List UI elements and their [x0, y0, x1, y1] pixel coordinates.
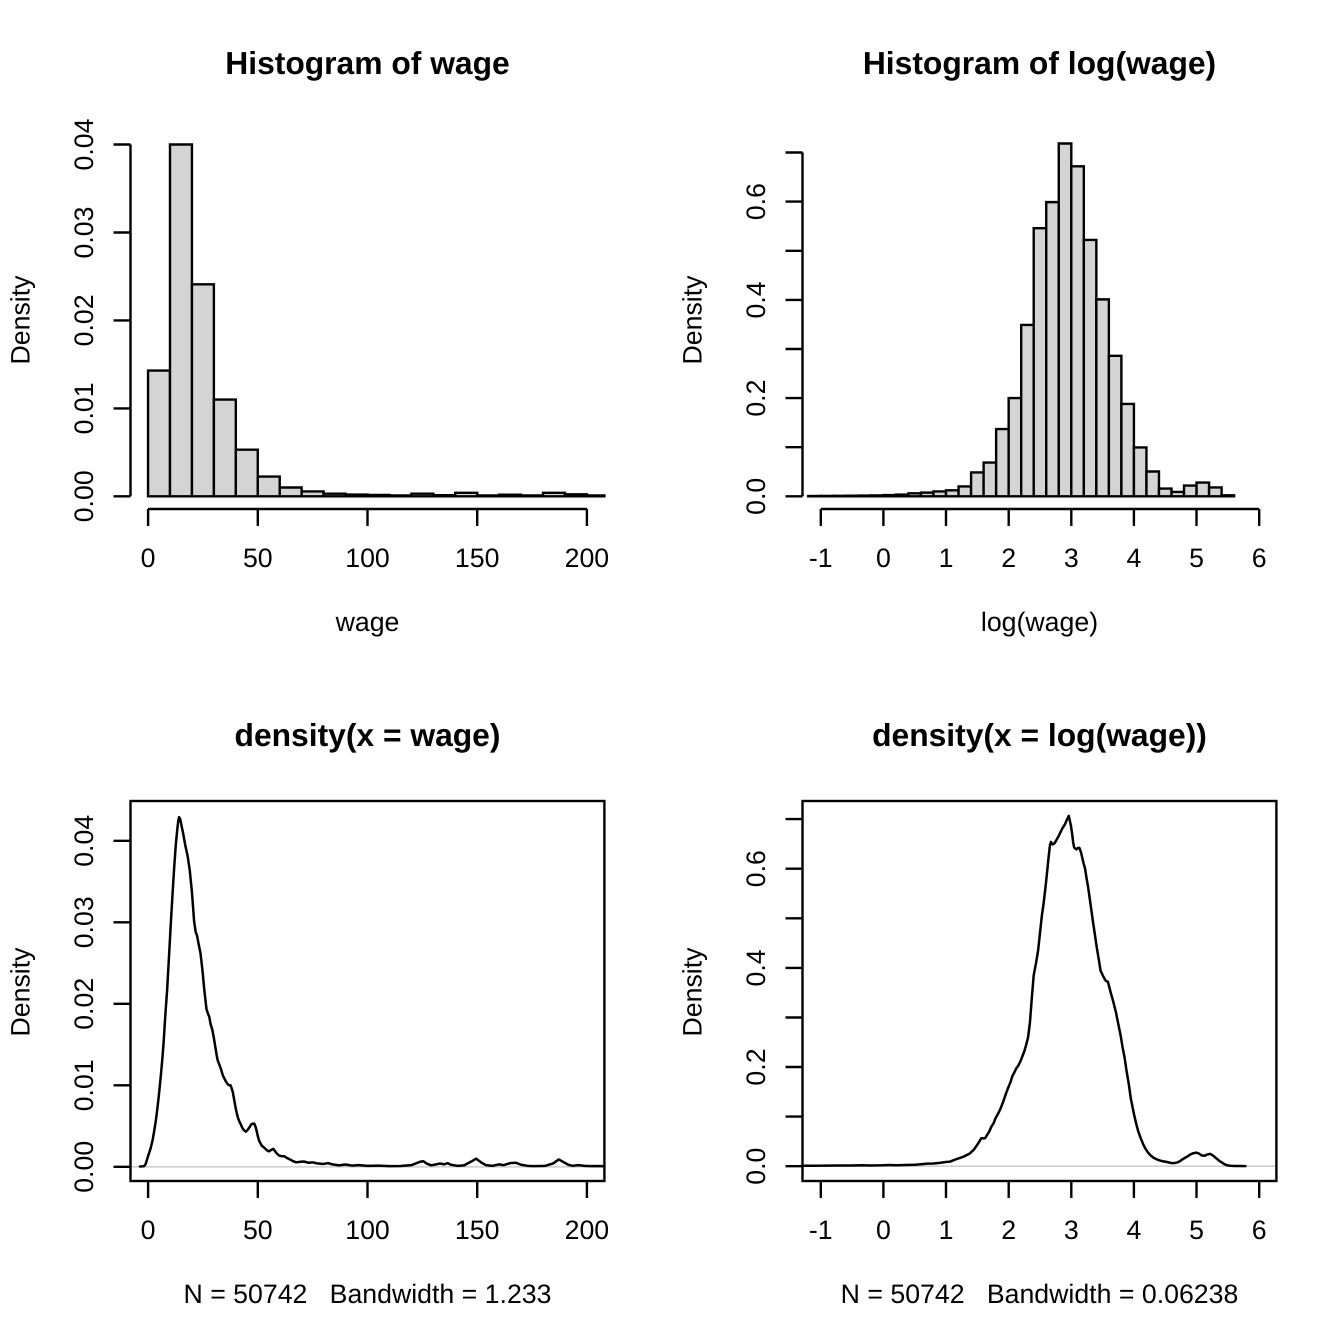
svg-text:2: 2 [1001, 1215, 1016, 1245]
svg-text:6: 6 [1252, 1215, 1267, 1245]
svg-text:50: 50 [243, 543, 273, 573]
svg-text:200: 200 [565, 1215, 610, 1245]
svg-text:3: 3 [1064, 543, 1079, 573]
svg-text:Density: Density [678, 947, 708, 1037]
svg-text:0.00: 0.00 [69, 1141, 99, 1193]
svg-text:0.6: 0.6 [741, 850, 771, 887]
svg-text:100: 100 [345, 1215, 390, 1245]
svg-text:N = 50742 Bandwidth = 1.233: N = 50742 Bandwidth = 1.233 [184, 1279, 552, 1309]
svg-text:log(wage): log(wage) [981, 607, 1098, 637]
svg-text:6: 6 [1252, 543, 1267, 573]
svg-text:150: 150 [455, 543, 500, 573]
svg-text:150: 150 [455, 1215, 500, 1245]
svg-text:0.03: 0.03 [69, 207, 99, 259]
svg-text:0.0: 0.0 [741, 478, 771, 515]
svg-text:0.01: 0.01 [69, 382, 99, 434]
svg-text:N = 50742 Bandwidth = 0.0623: N = 50742 Bandwidth = 0.06238 [841, 1279, 1239, 1309]
svg-text:wage: wage [335, 607, 400, 637]
svg-text:50: 50 [243, 1215, 273, 1245]
svg-text:0.04: 0.04 [69, 118, 99, 170]
svg-text:0.02: 0.02 [69, 294, 99, 346]
svg-text:density(x = log(wage)): density(x = log(wage)) [872, 717, 1207, 753]
svg-text:-1: -1 [809, 1215, 833, 1245]
svg-text:4: 4 [1126, 1215, 1141, 1245]
svg-text:200: 200 [565, 543, 610, 573]
svg-text:100: 100 [345, 543, 390, 573]
svg-text:0.02: 0.02 [69, 978, 99, 1030]
svg-text:5: 5 [1189, 543, 1204, 573]
svg-text:0.04: 0.04 [69, 815, 99, 867]
svg-text:0: 0 [141, 1215, 156, 1245]
svg-text:2: 2 [1001, 543, 1016, 573]
svg-text:1: 1 [939, 543, 954, 573]
svg-text:Histogram of wage: Histogram of wage [225, 45, 509, 81]
svg-text:4: 4 [1126, 543, 1141, 573]
svg-text:3: 3 [1064, 1215, 1079, 1245]
svg-text:5: 5 [1189, 1215, 1204, 1245]
svg-text:1: 1 [939, 1215, 954, 1245]
svg-text:0.03: 0.03 [69, 896, 99, 948]
svg-text:0.0: 0.0 [741, 1148, 771, 1185]
svg-text:density(x = wage): density(x = wage) [235, 717, 501, 753]
svg-text:Density: Density [6, 275, 36, 365]
svg-text:0.2: 0.2 [741, 380, 771, 417]
svg-text:0: 0 [876, 543, 891, 573]
svg-text:Histogram of log(wage): Histogram of log(wage) [863, 45, 1216, 81]
svg-text:0.2: 0.2 [741, 1048, 771, 1085]
svg-text:0: 0 [876, 1215, 891, 1245]
svg-text:Density: Density [678, 275, 708, 365]
svg-text:0.01: 0.01 [69, 1059, 99, 1111]
svg-text:-1: -1 [809, 543, 833, 573]
svg-text:0.00: 0.00 [69, 470, 99, 522]
svg-text:0.4: 0.4 [741, 281, 771, 318]
svg-text:0: 0 [141, 543, 156, 573]
svg-text:0.4: 0.4 [741, 949, 771, 986]
svg-text:Density: Density [6, 947, 36, 1037]
svg-text:0.6: 0.6 [741, 183, 771, 220]
